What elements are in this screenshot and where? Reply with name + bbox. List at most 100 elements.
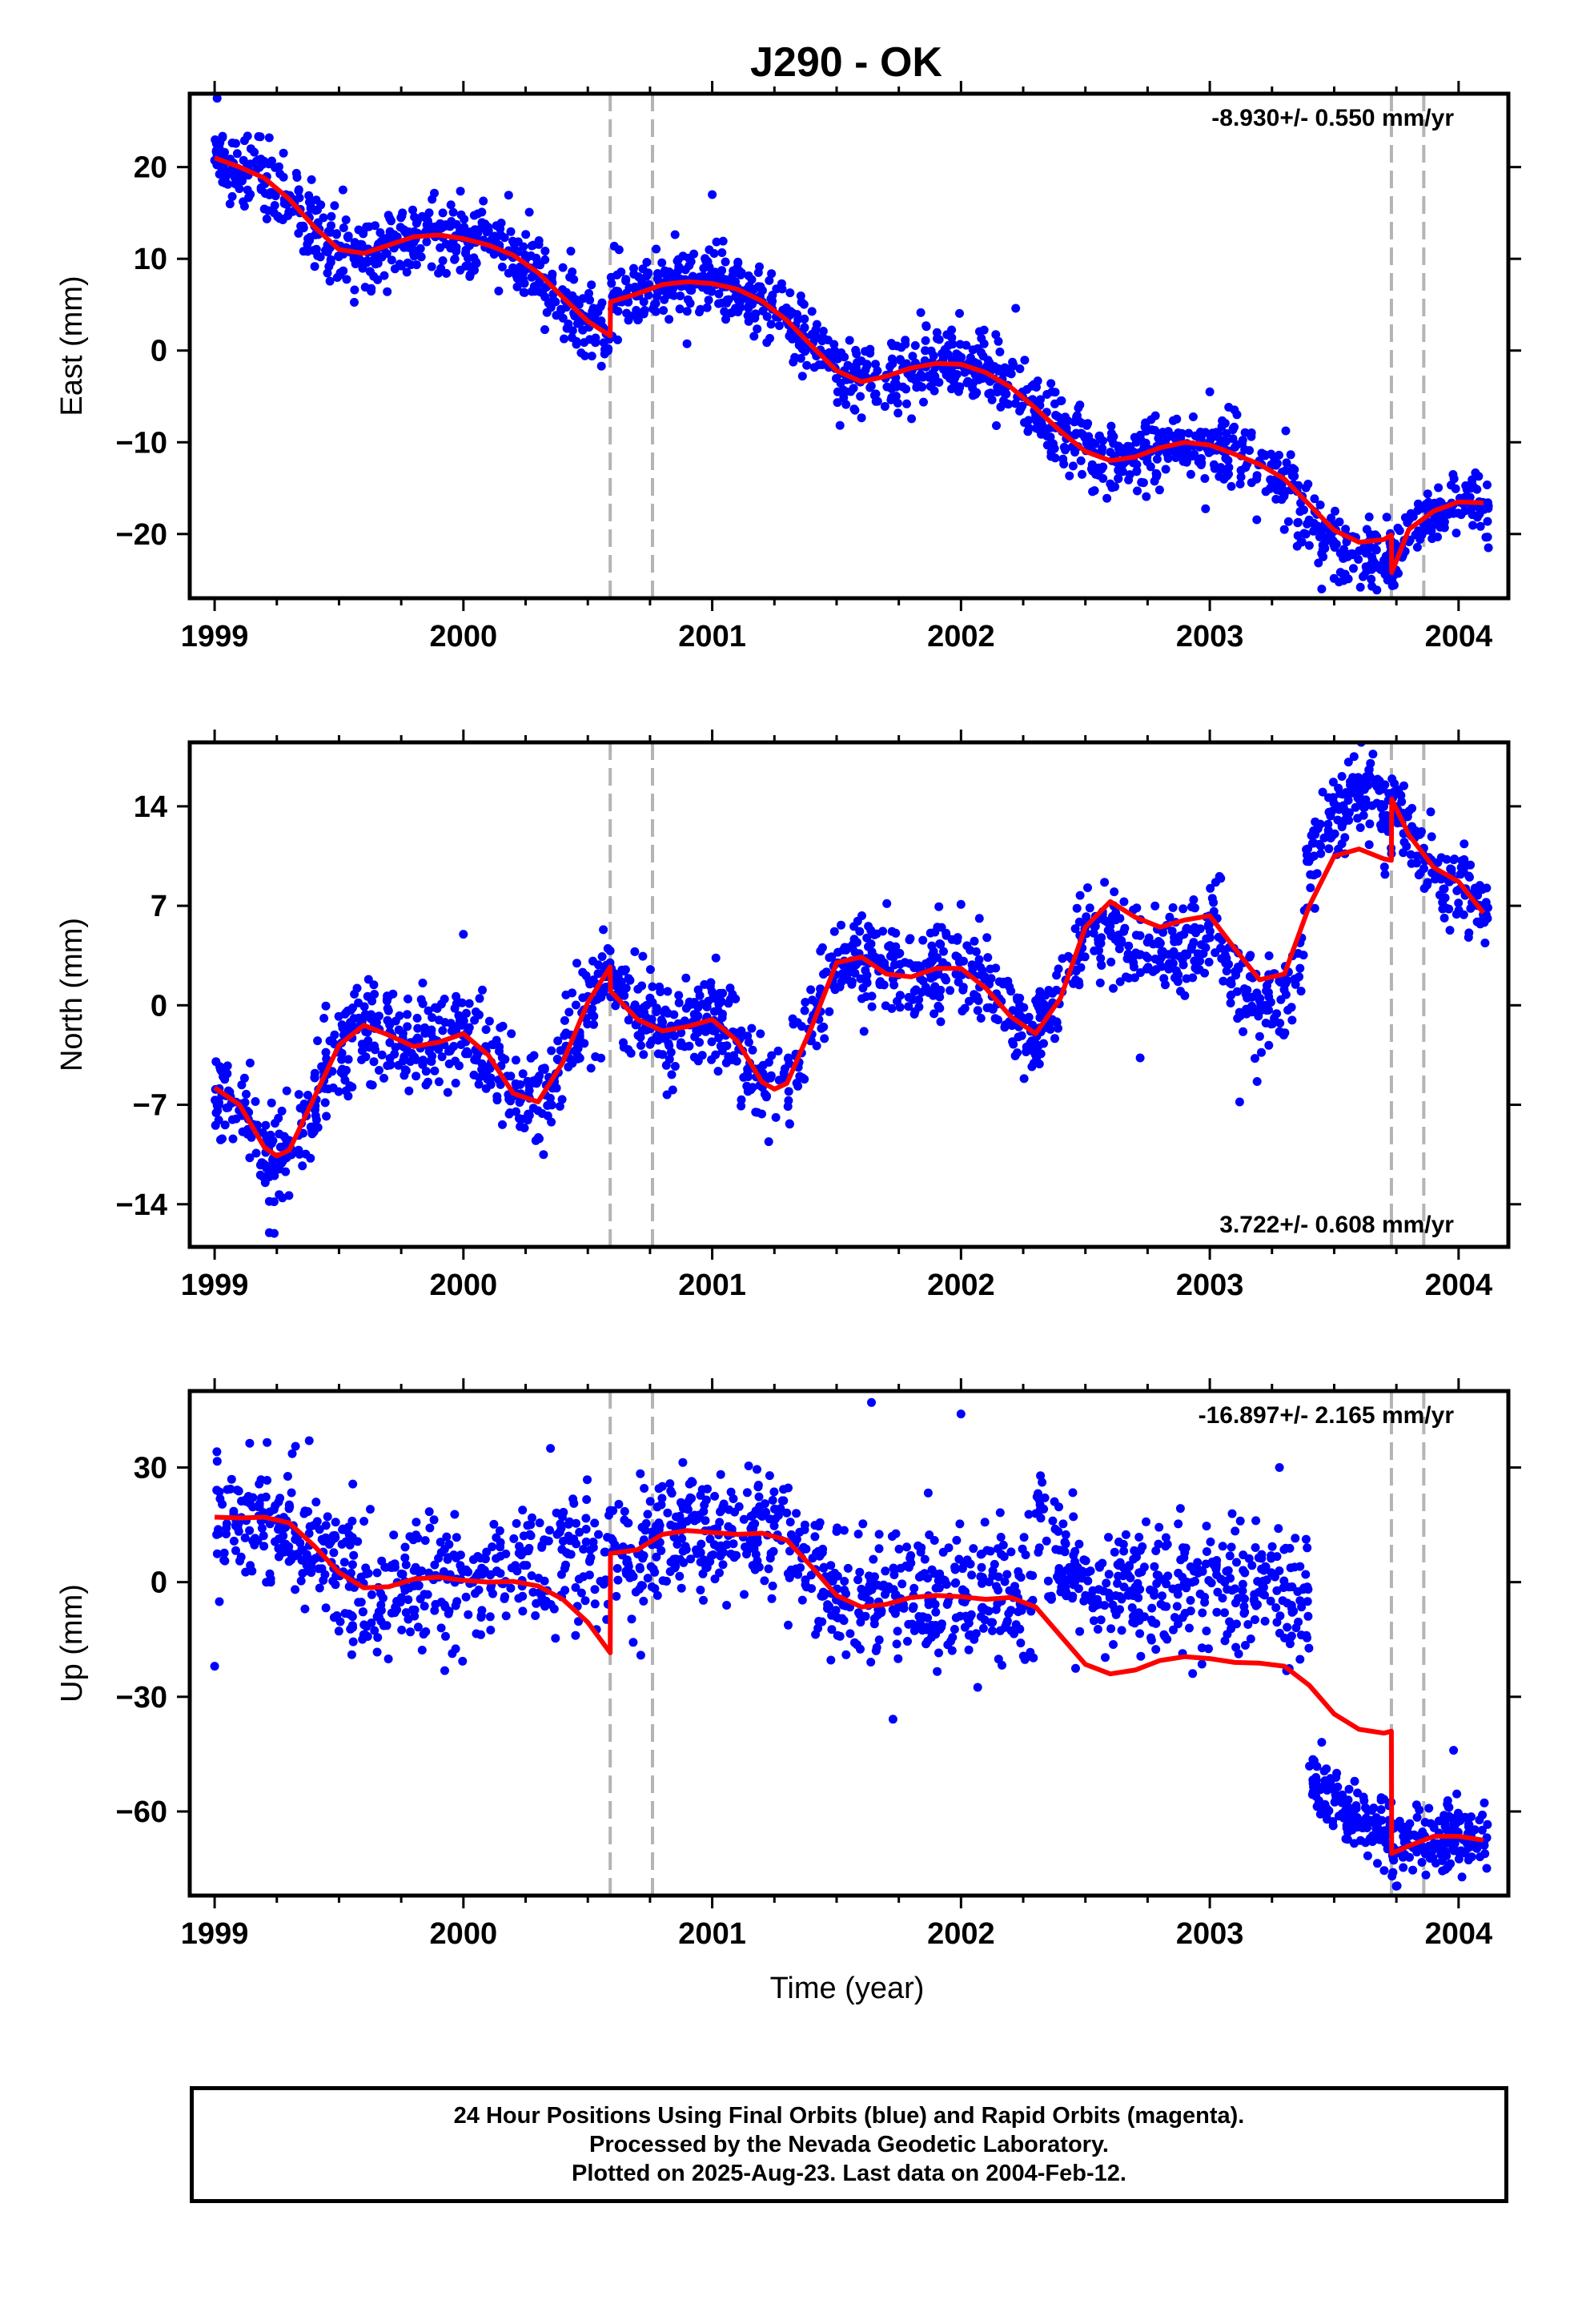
up-point [1069,1512,1078,1522]
up-point [869,1554,878,1564]
up-point [835,1631,845,1641]
north-point [345,1081,355,1091]
up-point [311,1498,321,1507]
east-point [1114,464,1124,474]
north-point [593,969,603,979]
east-point [889,379,899,388]
east-point [865,348,875,358]
north-point [1324,807,1334,817]
up-point [1251,1615,1259,1624]
east-point [621,276,631,286]
east-point [642,258,652,267]
up-point [727,1525,737,1534]
up-point [729,1494,738,1503]
east-x-tick-label: 1999 [181,620,249,653]
north-point [1129,963,1138,971]
up-point [1186,1595,1195,1605]
east-point [1162,430,1171,440]
up-point [212,1486,222,1495]
up-point [856,1618,865,1627]
up-point [1267,1542,1277,1551]
north-point [935,1003,945,1013]
east-point [1138,478,1148,488]
north-point [1358,799,1367,808]
north-point [717,1046,727,1055]
east-point [1098,436,1107,445]
up-point [906,1550,916,1560]
up-point [1101,1653,1110,1663]
up-point [541,1596,551,1606]
north-point [1264,992,1274,1002]
north-point [982,933,992,943]
east-point [1002,389,1011,399]
up-point [654,1525,664,1534]
north-point [412,1072,421,1081]
north-point [724,1051,733,1061]
north-point [1310,903,1319,913]
north-point [1209,898,1219,907]
up-point [622,1569,631,1578]
north-point [516,1122,525,1132]
north-point [1412,858,1421,868]
east-point [600,349,609,359]
up-point [776,1504,785,1514]
north-point [412,1055,421,1064]
up-point [950,1565,960,1574]
east-point [835,420,845,430]
east-point [1277,495,1287,505]
up-point [1158,1591,1166,1601]
up-point [482,1547,492,1557]
up-point [512,1518,521,1528]
east-point [670,230,680,239]
up-point [240,1533,250,1542]
east-point [1114,473,1123,483]
up-point [742,1550,751,1559]
up-point [1146,1633,1155,1642]
north-point [1456,870,1465,879]
east-point [560,334,568,344]
up-point [773,1510,783,1520]
up-point [811,1630,821,1639]
east-point [907,373,917,383]
east-point [568,267,577,276]
up-point [519,1531,528,1541]
up-point [1134,1533,1144,1542]
up-point [641,1518,651,1528]
east-point [1184,428,1194,438]
east-point [343,231,353,241]
north-point [1346,777,1355,786]
up-point [931,1630,941,1639]
north-point [785,1120,794,1129]
north-point [1427,832,1436,842]
up-point [753,1538,762,1547]
east-point [212,94,222,103]
east-point [430,188,439,198]
east-point [709,249,719,258]
east-point [1188,412,1198,421]
north-point [1349,752,1359,762]
east-point [744,271,753,280]
east-point [1468,521,1478,530]
north-point [617,965,627,975]
up-point [488,1542,497,1551]
up-point [330,1530,339,1540]
north-point [793,1081,803,1091]
north-point [1019,1074,1029,1084]
up-point [1197,1659,1207,1669]
east-point [665,267,674,276]
north-point [1464,933,1473,942]
up-point [1246,1634,1255,1643]
east-point [895,355,905,364]
east-point [930,386,939,396]
east-point [335,270,345,279]
up-point [605,1506,615,1515]
up-point [1174,1619,1182,1629]
north-point [1402,842,1411,851]
east-point [1421,500,1431,509]
east-point [472,257,480,267]
east-point [1412,542,1422,552]
east-point [1286,450,1295,460]
up-point [663,1508,673,1518]
east-point [1382,513,1391,522]
